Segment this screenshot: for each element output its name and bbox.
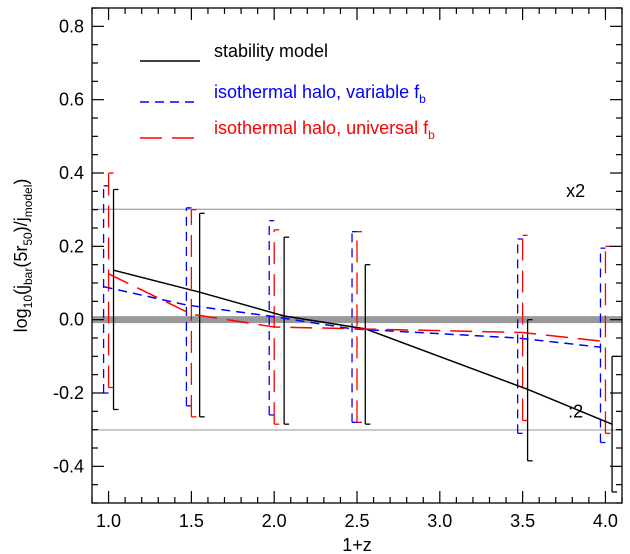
legend-label-subscript: b (428, 128, 435, 142)
y-tick-label: 0.6 (59, 90, 84, 110)
error-bars-1 (102, 185, 606, 444)
x-tick-label: 3.5 (510, 511, 535, 531)
legend-label-main: stability model (214, 41, 328, 61)
legend-label-2: isothermal halo, universal fb (214, 118, 435, 142)
y-tick-label: 0.8 (59, 16, 84, 36)
x-axis-title: 1+z (342, 535, 372, 554)
legend-label-1: isothermal halo, variable fb (214, 82, 426, 106)
y-tick-label: -0.2 (53, 383, 84, 403)
x-axis: 1.0 1.5 2.0 2.5 3.0 3.5 4.0 (91, 8, 623, 531)
y-tick-label: -0.4 (53, 456, 84, 476)
y-axis: 0.8 0.6 0.4 0.2 0.0 -0.2 -0.4 (53, 7, 622, 504)
y-tick-label: 0.2 (59, 236, 84, 256)
x-tick-label: 2.0 (262, 511, 287, 531)
y-tick-label: 0.0 (59, 310, 84, 330)
x-tick-label: 2.5 (344, 511, 369, 531)
annotation-label: x2 (566, 181, 585, 201)
legend-label-main: isothermal halo, universal f (214, 118, 429, 138)
x-tick-label: 4.0 (593, 511, 618, 531)
y-axis-title: log10(jbar(5r50)/jmodel) (11, 179, 35, 333)
x-tick-label: 1.0 (96, 511, 121, 531)
y-axis-title-subscript: 10 (21, 295, 35, 309)
error-bars-2 (107, 172, 611, 434)
legend: stability model isothermal halo, variable… (140, 41, 435, 142)
y-axis-title-subscript: 50 (21, 232, 35, 246)
series-line-2 (108, 273, 606, 343)
series-line-0 (113, 269, 613, 425)
legend-label-main: isothermal halo, variable f (214, 82, 420, 102)
y-axis-title-part: log (11, 308, 31, 332)
annotation-label: :2 (568, 402, 583, 422)
x-tick-label: 1.5 (179, 511, 204, 531)
y-tick-label: 0.4 (59, 163, 84, 183)
legend-label-0: stability model (214, 41, 328, 61)
y-axis-title-subscript: bar (21, 268, 35, 285)
series-line-1 (103, 285, 601, 348)
y-axis-title-part: (j (11, 285, 31, 295)
y-axis-title-subscript: model (21, 185, 35, 218)
y-axis-title-part: )/j (11, 217, 31, 232)
x-tick-label: 3.0 (427, 511, 452, 531)
legend-label-subscript: b (419, 92, 426, 106)
y-axis-title-part: (5r (11, 246, 31, 268)
y-axis-title-part: ) (11, 179, 31, 185)
